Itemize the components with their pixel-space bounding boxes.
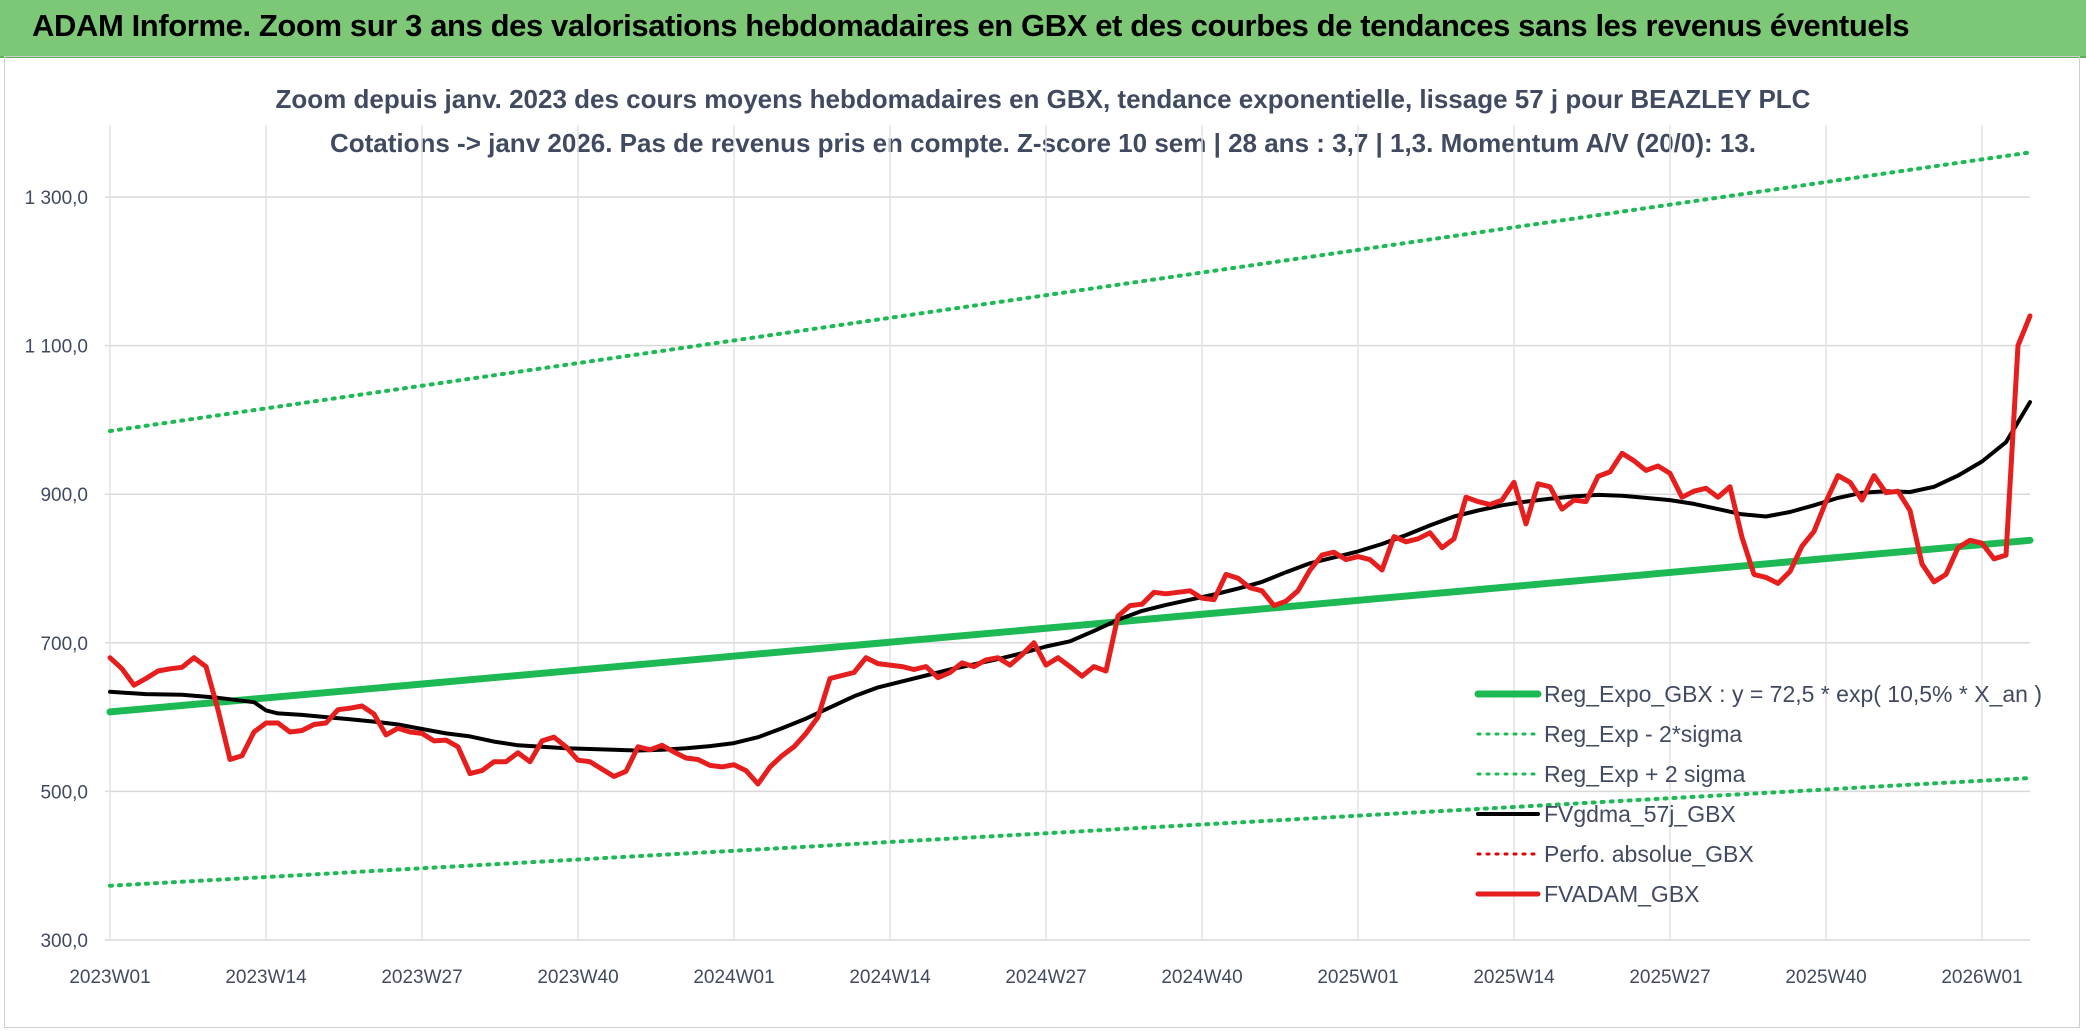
x-tick-label: 2025W01 (1317, 967, 1398, 988)
x-tick-label: 2024W01 (693, 967, 774, 988)
x-tick-label: 2025W27 (1629, 967, 1710, 988)
legend-label-1: Reg_Exp - 2*sigma (1544, 721, 1742, 747)
series-line-2 (108, 150, 2032, 433)
chart-subtitle: Cotations -> janv 2026. Pas de revenus p… (329, 128, 1757, 158)
series-line-1 (108, 776, 2032, 888)
y-tick-label: 1 100,0 (25, 337, 88, 358)
x-tick-label: 2023W14 (225, 967, 307, 988)
x-tick-label: 2026W01 (1941, 967, 2022, 988)
legend-label-3: FVgdma_57j_GBX (1544, 801, 1736, 827)
x-tick-label: 2024W40 (1161, 967, 1242, 988)
series-line-0 (106, 536, 2034, 716)
legend-label-0: Reg_Expo_GBX : y = 72,5 * exp( 10,5% * X… (1544, 681, 2042, 707)
report-title: ADAM Informe. Zoom sur 3 ans des valoris… (32, 8, 1910, 43)
x-tick-label: 2023W01 (69, 967, 150, 988)
series-line-3 (108, 400, 2032, 753)
y-tick-label: 700,0 (40, 634, 88, 655)
series-line-5 (107, 313, 2033, 787)
x-tick-label: 2025W40 (1785, 967, 1866, 988)
legend-label-5: FVADAM_GBX (1544, 881, 1700, 907)
legend: Reg_Expo_GBX : y = 72,5 * exp( 10,5% * X… (1474, 681, 2042, 907)
axis-layer: 300,0 500,0 700,0 900,0 1 100,0 1 300,0 2023W0… (25, 188, 2023, 988)
y-tick-label: 900,0 (40, 485, 88, 506)
legend-label-4: Perfo. absolue_GBX (1544, 841, 1754, 867)
x-tick-label: 2024W27 (1005, 967, 1086, 988)
chart-title: Zoom depuis janv. 2023 des cours moyens … (275, 84, 1811, 114)
grid-layer (105, 125, 2030, 941)
x-tick-label: 2023W27 (381, 967, 462, 988)
y-tick-label: 500,0 (40, 782, 88, 803)
chart-frame (4, 56, 2080, 1028)
x-tick-label: 2025W14 (1473, 967, 1555, 988)
legend-label-2: Reg_Exp + 2 sigma (1544, 761, 1746, 787)
x-tick-label: 2023W40 (537, 967, 618, 988)
x-tick-label: 2024W14 (849, 967, 931, 988)
y-tick-label: 1 300,0 (25, 188, 88, 209)
report-banner: ADAM Informe. Zoom sur 3 ans des valoris… (0, 0, 2086, 58)
series-layer (106, 150, 2034, 888)
y-tick-label: 300,0 (40, 931, 88, 952)
